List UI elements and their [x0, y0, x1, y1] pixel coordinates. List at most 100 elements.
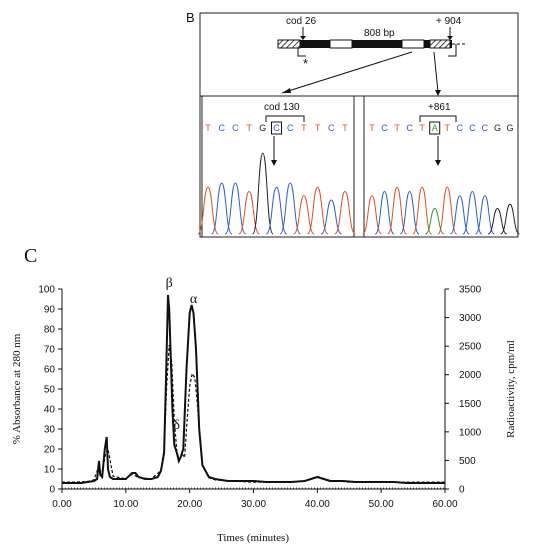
y-right-tick-label: 1000 [459, 427, 482, 438]
right-base-2: T [394, 123, 400, 133]
y-left-tick-label: 20 [44, 445, 56, 456]
y-left-axis-label: % Absorbance at 280 nm [11, 333, 23, 444]
left-peak-5 [265, 186, 288, 235]
y-left-tick-label: 80 [44, 325, 56, 336]
x-tick-label: 50.00 [369, 499, 394, 510]
x-tick-label: 60.00 [432, 499, 457, 510]
right-base-4: T [419, 123, 425, 133]
panel-c: C 0 10 20 30 40 50 60 70 80 90 100 0 500 1000 1500 200… [11, 245, 517, 544]
gene-map-cod26-arrowhead [300, 36, 306, 40]
y-left-tick-label: 0 [49, 485, 55, 496]
x-tick-label: 0.00 [52, 499, 72, 510]
right-peak-8 [462, 190, 483, 235]
x-tick-label: 40.00 [305, 499, 330, 510]
y-right-tick-label: 3000 [459, 313, 482, 324]
right-base-6: T [445, 123, 451, 133]
gene-map-hatch-right [429, 39, 451, 49]
y-right-tick-label: 3500 [459, 285, 482, 296]
left-base-box [271, 121, 282, 135]
gene-map-exon-2 [352, 40, 402, 48]
y-left-tick-label: 100 [38, 285, 55, 296]
right-peak-10 [487, 207, 508, 235]
left-trace-chromatogram [197, 152, 356, 235]
left-base-4: G [259, 123, 266, 133]
right-trace-label: +861 [428, 102, 451, 113]
right-trace-bracket [419, 115, 457, 122]
left-base-9: C [328, 123, 335, 133]
left-base-5: C [273, 123, 280, 133]
peak-label-2: δ [173, 418, 180, 433]
right-peak-2 [387, 186, 407, 235]
right-base-1: C [381, 123, 388, 133]
projection-arrowhead-left [282, 88, 291, 93]
y-left-tick-label: 50 [44, 385, 56, 396]
panel-c-label: C [24, 245, 37, 267]
left-trace-label: cod 130 [264, 102, 300, 113]
y-left-tick-label: 30 [44, 425, 56, 436]
gene-map-hatch-left [277, 39, 301, 49]
gene-map: cod 26 808 bp + 904 * [277, 16, 465, 96]
series-layer [62, 294, 445, 489]
right-peak-0 [362, 195, 382, 235]
left-base-6: C [287, 123, 294, 133]
gene-map-plus904-label: + 904 [436, 16, 462, 27]
x-tick-label: 20.00 [177, 499, 202, 510]
gene-map-exon-1 [300, 40, 330, 48]
right-base-10: G [494, 123, 501, 133]
y-right-tick-label: 500 [459, 456, 476, 467]
right-peak-4 [412, 186, 433, 235]
series-solid-line [62, 294, 445, 484]
right-base-7: C [457, 123, 464, 133]
y-left-tick-label: 10 [44, 465, 56, 476]
gene-map-asterisk: * [303, 56, 308, 71]
left-trace-bracket [265, 115, 305, 122]
y-right-tick-label: 1500 [459, 399, 482, 410]
right-base-box [429, 121, 441, 135]
y-right-tick-label: 2500 [459, 342, 482, 353]
left-peak-0 [197, 186, 219, 235]
y-left-tick-label: 40 [44, 405, 56, 416]
y-left-tick-label: 90 [44, 305, 56, 316]
primer-forward [297, 48, 306, 57]
panel-b: B cod 26 808 bp + 904 * [186, 10, 520, 238]
left-peak-8 [306, 186, 329, 235]
left-peak-7 [293, 195, 315, 235]
x-ticks: 0.00 10.00 20.00 30.00 40.00 50.00 60.00 [52, 489, 458, 510]
right-trace-chromatogram [362, 186, 520, 235]
left-peak-4 [252, 152, 274, 235]
y-left-tick-label: 70 [44, 345, 56, 356]
peak-label-1: α [190, 292, 198, 307]
left-base-10: T [342, 123, 348, 133]
left-peak-10 [334, 190, 356, 235]
left-base-2: C [232, 123, 239, 133]
right-base-5: A [432, 123, 438, 133]
chromatography-chart: 0 10 20 30 40 50 60 70 80 90 100 0 500 1000 1500 2000 2… [11, 276, 517, 544]
left-base-3: T [246, 123, 252, 133]
projection-arrowhead-right [435, 90, 441, 96]
left-peak-1 [210, 182, 233, 235]
left-base-1: C [218, 123, 225, 133]
right-base-8: C [469, 123, 476, 133]
right-base-3: C [406, 123, 413, 133]
right-peak-3 [399, 190, 420, 235]
right-base-9: C [482, 123, 489, 133]
right-peak-6 [437, 186, 458, 235]
right-peak-11 [500, 203, 520, 235]
primer-reverse [448, 44, 457, 57]
y-right-tick-label: 0 [459, 485, 465, 496]
y-left-ticks: 0 10 20 30 40 50 60 70 80 90 100 [38, 285, 62, 496]
x-tick-label: 10.00 [113, 499, 138, 510]
left-base-0: T [205, 123, 211, 133]
left-base-7: T [301, 123, 307, 133]
y-right-ticks: 0 500 1000 1500 2000 2500 3000 3500 [445, 285, 482, 496]
right-peak-5 [425, 207, 445, 235]
right-peak-1 [374, 190, 395, 235]
x-axis-label: Times (minutes) [217, 532, 289, 544]
left-trace-arrowhead [271, 160, 277, 166]
gene-map-plus904-arrowhead [447, 36, 453, 40]
right-peak-9 [475, 195, 495, 235]
peak-label-0: β [166, 276, 173, 291]
